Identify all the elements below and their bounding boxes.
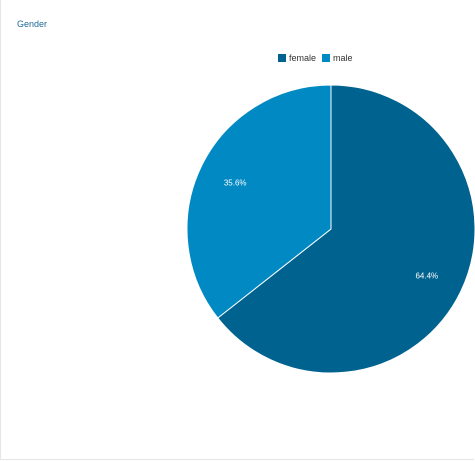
legend-swatch-female [278,54,286,62]
pie-slice-female[interactable] [217,84,475,374]
legend-label-male: male [333,53,353,63]
panel-title: Gender [17,19,48,29]
legend-swatch-male [322,54,331,62]
legend-item-female[interactable]: female [278,53,316,63]
legend-item-male[interactable]: male [322,53,353,63]
pie-slice-male[interactable] [186,84,332,319]
pie-label-male: 35.6% [224,178,247,187]
pie-label-female: 64.4% [415,272,438,281]
chart-legend: female male [278,53,359,63]
legend-label-female: female [289,53,317,63]
